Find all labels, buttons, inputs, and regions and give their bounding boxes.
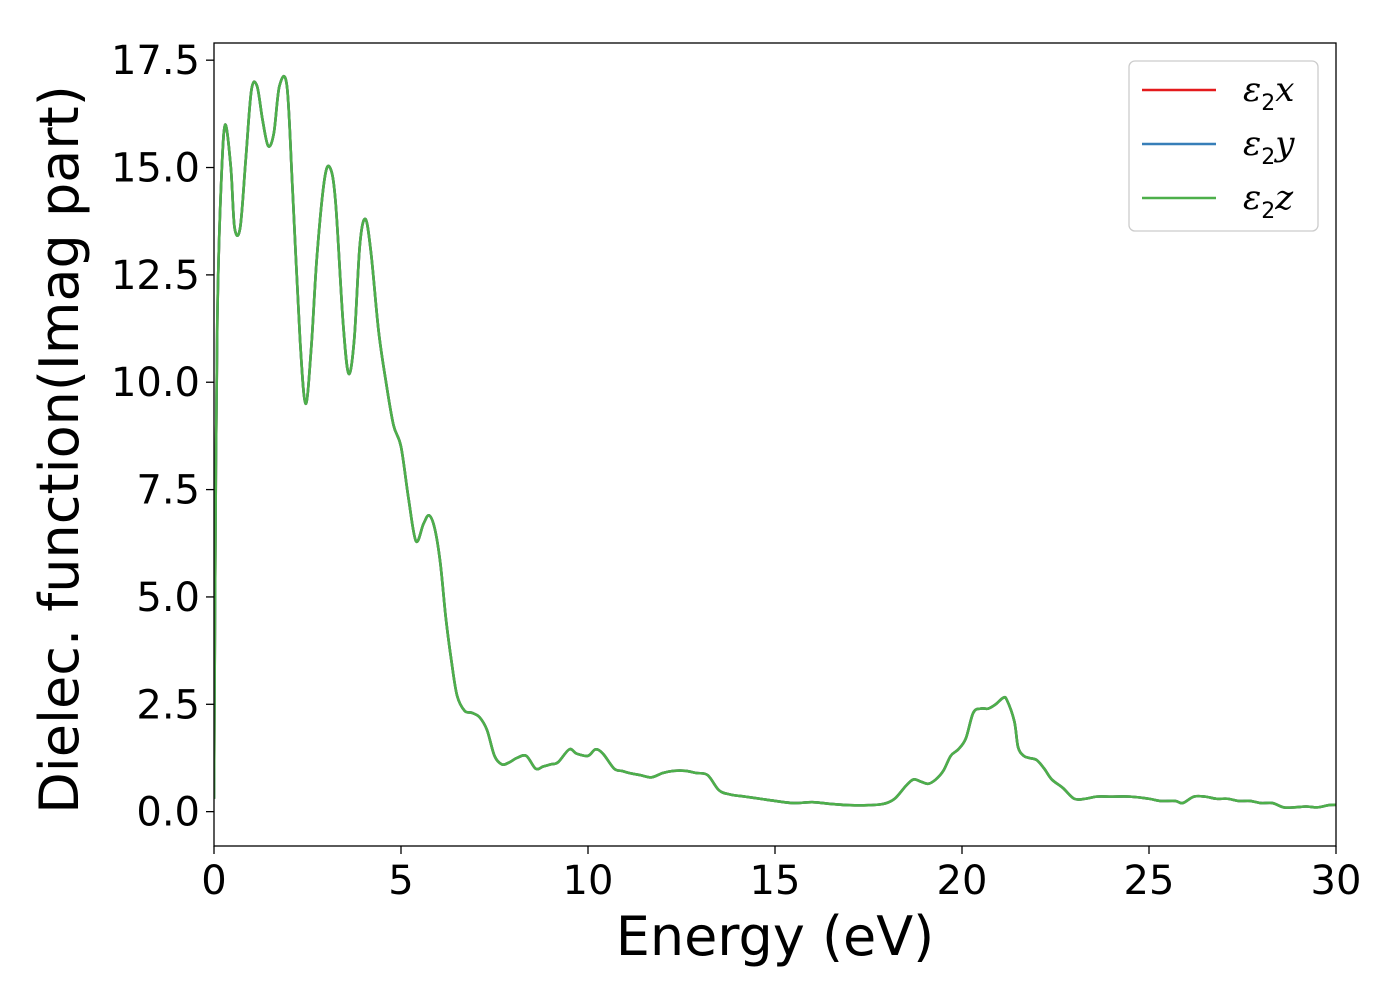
y-axis-ticks: 0.0 2.5 5.0 7.5 10.0 12.5 15.0 17.5 <box>111 38 214 836</box>
y-tick-label: 7.5 <box>136 468 200 514</box>
y-tick-label: 17.5 <box>111 38 200 84</box>
x-axis-title: Energy (eV) <box>616 905 935 968</box>
y-axis-title: Dielec. function(Imag part) <box>28 85 91 814</box>
legend-label-0: ε2x <box>1243 70 1294 116</box>
legend: ε2x ε2y ε2z <box>1128 60 1319 232</box>
y-tick-label: 0.0 <box>136 790 200 836</box>
series-layer <box>214 75 1336 810</box>
x-tick-label: 30 <box>1311 858 1362 904</box>
x-tick-label: 5 <box>388 858 413 904</box>
x-tick-label: 0 <box>201 858 226 904</box>
y-tick-label: 5.0 <box>136 575 200 621</box>
y-tick-label: 10.0 <box>111 360 200 406</box>
x-tick-label: 20 <box>937 858 988 904</box>
legend-label-1: ε2y <box>1243 124 1295 170</box>
x-tick-label: 15 <box>750 858 801 904</box>
x-tick-label: 25 <box>1124 858 1175 904</box>
series-line-2 <box>214 75 1336 810</box>
legend-label-2: ε2z <box>1243 178 1294 224</box>
x-axis-ticks: 0 5 10 15 20 25 30 <box>201 846 1361 904</box>
y-tick-label: 2.5 <box>136 682 200 728</box>
legend-box <box>1128 60 1319 232</box>
x-tick-label: 10 <box>563 858 614 904</box>
y-tick-label: 12.5 <box>111 253 200 299</box>
y-tick-label: 15.0 <box>111 146 200 192</box>
